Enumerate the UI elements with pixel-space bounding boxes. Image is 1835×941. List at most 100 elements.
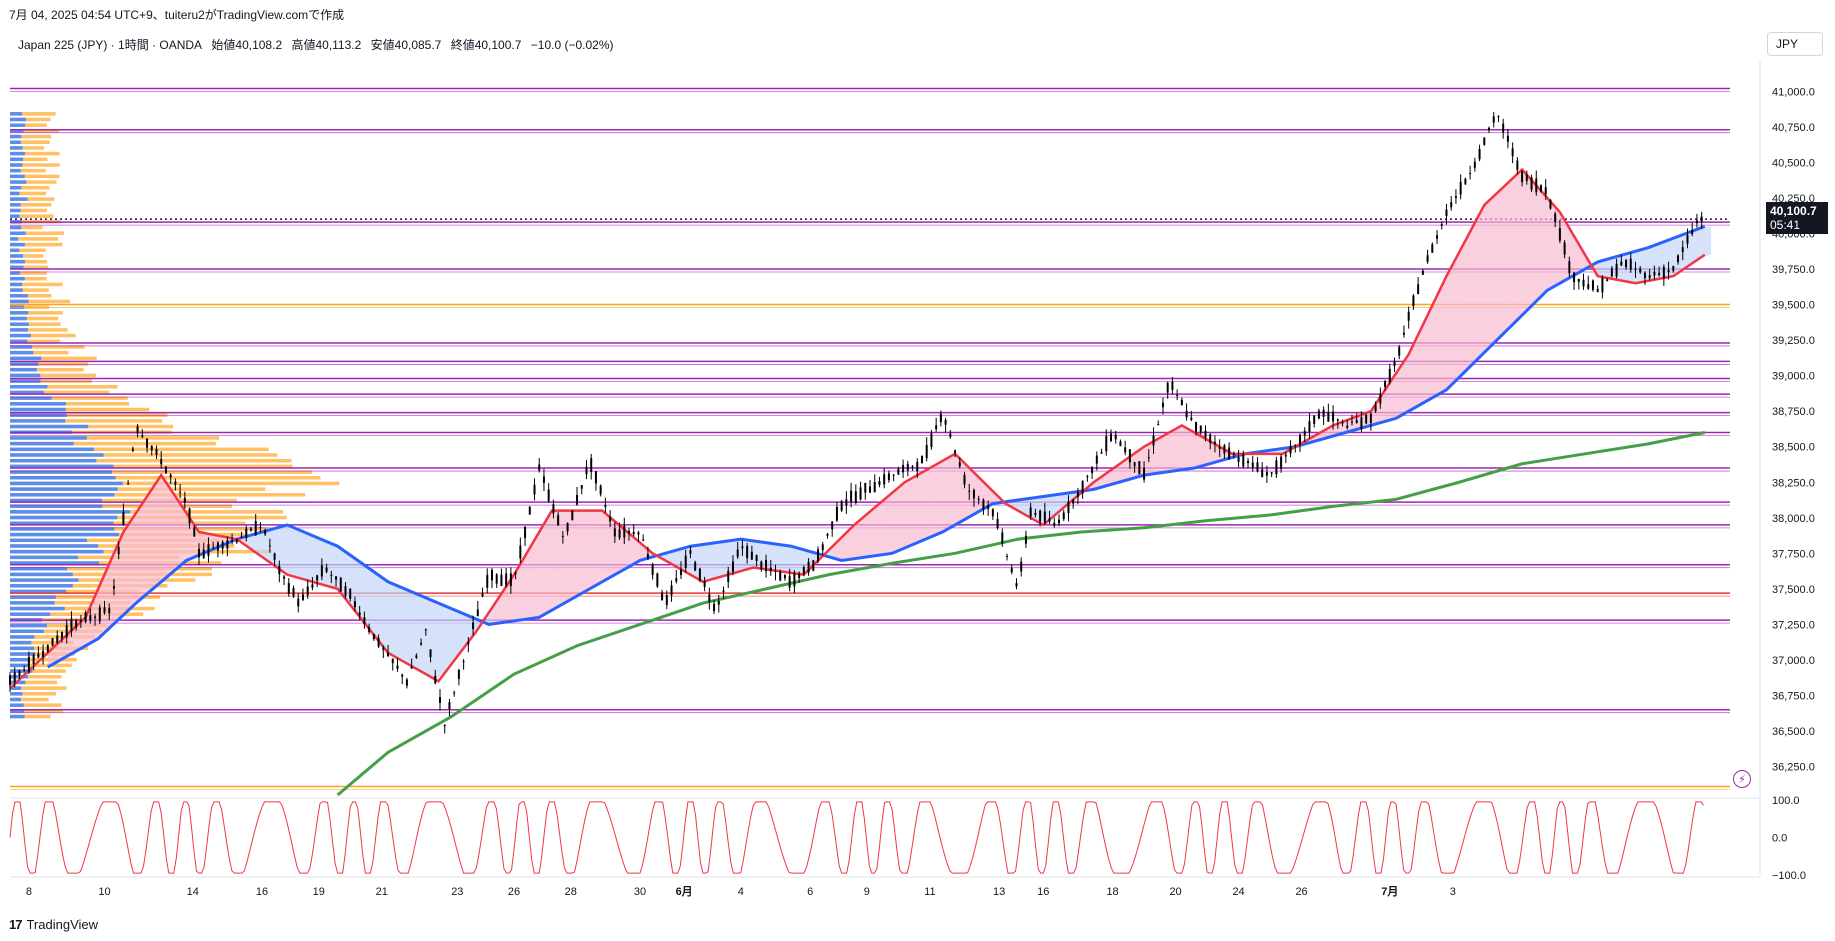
volume-profile-bar-up xyxy=(10,402,66,406)
candle-body xyxy=(98,607,101,622)
ma-band-fill xyxy=(1616,253,1627,282)
candle-body xyxy=(89,615,92,621)
candle-body xyxy=(297,598,300,607)
candle-body xyxy=(1610,268,1613,277)
candle-body xyxy=(566,522,569,532)
candle-body xyxy=(1228,447,1231,460)
candle-body xyxy=(731,561,734,572)
candle-body xyxy=(996,518,999,529)
candle-body xyxy=(873,482,876,493)
lightning-icon[interactable]: ⚡ xyxy=(1733,770,1751,788)
candle-body xyxy=(1620,261,1623,266)
candle-body xyxy=(1029,507,1032,517)
candle-body xyxy=(207,544,210,556)
candle-body xyxy=(396,665,399,669)
volume-profile-bar-down xyxy=(10,123,47,127)
volume-profile-bar-up xyxy=(10,652,36,656)
candle-body xyxy=(131,448,134,451)
volume-profile-bar-up xyxy=(10,453,104,457)
ma-band-fill xyxy=(161,475,171,582)
volume-profile-bar-up xyxy=(10,271,21,275)
currency-selector[interactable]: JPY xyxy=(1767,32,1823,56)
candle-body xyxy=(1195,422,1198,432)
volume-profile-bar-up xyxy=(10,259,25,264)
ma-band-fill xyxy=(699,543,710,580)
ma-band-fill xyxy=(832,537,842,561)
candle-body xyxy=(377,638,380,647)
volume-profile-bar-up xyxy=(10,663,29,668)
candle-body xyxy=(46,644,49,652)
candle-body xyxy=(462,661,465,663)
time-tick-label: 26 xyxy=(1295,886,1307,898)
volume-profile-bar-down xyxy=(10,248,46,253)
ma-band-fill xyxy=(605,513,615,580)
candle-body xyxy=(401,674,404,677)
volume-profile-bar-down xyxy=(10,470,313,474)
volume-profile-bar-down xyxy=(10,396,128,400)
candle-body xyxy=(807,561,810,573)
volume-profile-bar-up xyxy=(10,555,79,560)
volume-profile-bar-down xyxy=(10,282,63,287)
candle-body xyxy=(977,498,980,500)
volume-profile-bar-up xyxy=(10,373,41,378)
candle-body xyxy=(1322,409,1325,417)
ma-band-fill xyxy=(47,643,58,668)
ma-band-fill xyxy=(425,597,436,680)
candle-body xyxy=(930,433,933,448)
volume-profile-bar-down xyxy=(10,453,278,457)
volume-profile-bar-up xyxy=(10,640,32,645)
candle-body xyxy=(1473,161,1476,168)
time-tick-label: 11 xyxy=(924,886,935,898)
candle-body xyxy=(108,608,111,614)
candle-body xyxy=(391,658,394,664)
candle-body xyxy=(1421,270,1424,275)
candle-body xyxy=(741,546,744,549)
candle-body xyxy=(590,458,593,472)
candle-body xyxy=(1308,421,1311,433)
volume-profile-bar-down xyxy=(10,504,233,508)
volume-profile-bar-down xyxy=(10,168,46,173)
ma-band-fill xyxy=(879,495,889,556)
candle-body xyxy=(1587,284,1590,289)
candle-body xyxy=(528,506,531,515)
candle-body xyxy=(1596,288,1599,292)
volume-profile-bar-up xyxy=(10,646,35,651)
candle-body xyxy=(1417,284,1420,294)
candle-body xyxy=(1516,160,1519,170)
candle-body xyxy=(37,653,40,658)
time-tick-label: 18 xyxy=(1106,886,1118,898)
candle-body xyxy=(358,612,361,616)
candle-body xyxy=(1488,127,1491,131)
volume-profile-bar-up xyxy=(10,606,65,611)
candle-body xyxy=(835,506,838,521)
candle-body xyxy=(1521,170,1524,183)
candle-body xyxy=(1662,266,1665,279)
symbol-name[interactable]: Japan 225 (JPY) · 1時間 · OANDA xyxy=(18,38,203,52)
ma-band-fill xyxy=(1153,436,1163,474)
candle-body xyxy=(490,569,493,581)
candle-body xyxy=(486,574,489,588)
candle-body xyxy=(1171,381,1174,390)
ma-band-fill xyxy=(246,533,256,553)
ma-band-fill xyxy=(1437,276,1447,396)
candle-body xyxy=(94,616,97,618)
candle-body xyxy=(727,570,730,582)
ma-band-fill xyxy=(917,469,927,543)
candle-body xyxy=(1558,228,1561,241)
candle-body xyxy=(746,545,749,559)
candle-body xyxy=(769,567,772,572)
candle-body xyxy=(1440,223,1443,226)
candle-body xyxy=(434,675,437,684)
volume-profile-bar-up xyxy=(10,362,39,366)
volume-profile-bar-down xyxy=(10,635,95,639)
volume-profile xyxy=(10,112,340,719)
candle-body xyxy=(1634,268,1637,271)
ma-band-fill xyxy=(1522,169,1532,316)
ma-band-fill xyxy=(1531,180,1541,306)
volume-profile-bar-up xyxy=(10,424,89,429)
candle-body xyxy=(646,553,649,558)
ma-band-fill xyxy=(926,464,937,539)
candle-body xyxy=(353,601,356,608)
candle-body xyxy=(1577,279,1580,282)
